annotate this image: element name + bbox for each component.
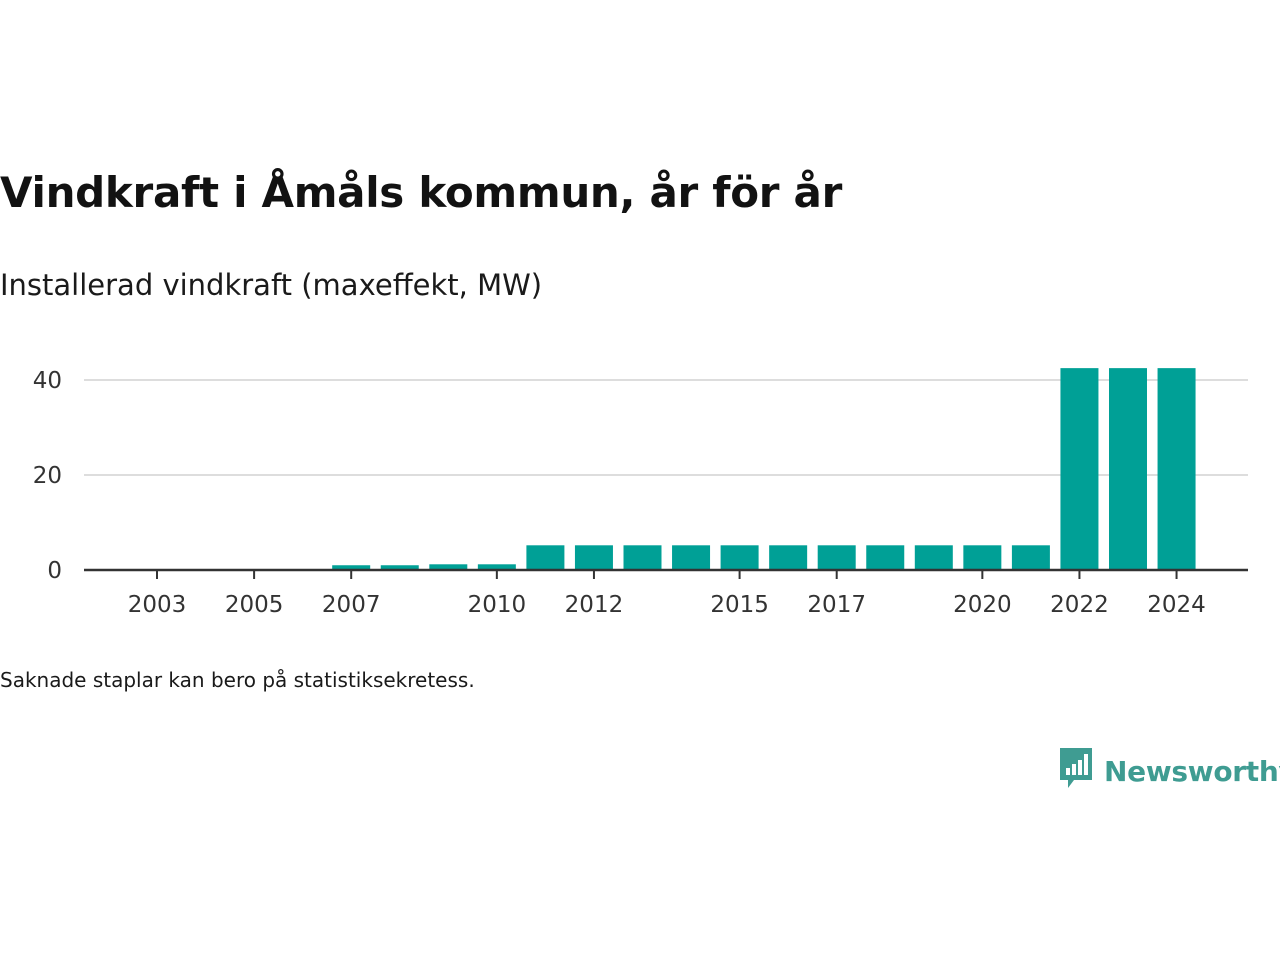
- x-axis: [84, 568, 1248, 579]
- gridlines: [84, 379, 1248, 476]
- x-tick-label: 2010: [468, 592, 527, 618]
- bar-2022: [1060, 368, 1099, 570]
- x-tick-label: 2003: [128, 592, 187, 618]
- bar-2024: [1157, 368, 1196, 570]
- bar-2008: [380, 565, 419, 570]
- x-tick-label: 2024: [1147, 592, 1206, 618]
- y-tick-label: 20: [33, 463, 62, 489]
- y-tick-label: 40: [33, 368, 62, 394]
- x-tick-label: 2015: [710, 592, 769, 618]
- bar-2019: [914, 545, 953, 570]
- bar-2007: [332, 565, 371, 570]
- chart-subtitle: Installerad vindkraft (maxeffekt, MW): [0, 268, 543, 302]
- footnote: Saknade staplar kan bero på statistiksek…: [0, 668, 475, 692]
- bar-2010: [477, 564, 516, 570]
- bar-2021: [1011, 545, 1050, 570]
- bar-2013: [623, 545, 662, 570]
- x-tick-label: 2012: [565, 592, 624, 618]
- bar-2015: [720, 545, 759, 570]
- y-tick-label: 0: [47, 558, 62, 584]
- brand-name: Newsworthy: [1104, 754, 1280, 788]
- x-tick-labels: 2003 2005 2007 2010 2012 2015 2017 2020 2022 2024: [128, 592, 1206, 618]
- bar-2017: [817, 545, 856, 570]
- bar-2011: [526, 545, 565, 570]
- brand-logo[interactable]: Newsworthy: [1058, 748, 1280, 794]
- bars: [332, 368, 1196, 570]
- bar-2009: [429, 564, 468, 570]
- x-tick-label: 2017: [807, 592, 866, 618]
- bar-2023: [1109, 368, 1147, 570]
- x-tick-label: 2022: [1050, 592, 1109, 618]
- x-tick-label: 2020: [953, 592, 1012, 618]
- bar-2016: [769, 545, 808, 570]
- bar-2012: [574, 545, 613, 570]
- x-tick-label: 2005: [225, 592, 284, 618]
- bar-2020: [963, 545, 1002, 570]
- bar-2018: [866, 545, 905, 570]
- y-tick-labels: 0 20 40: [33, 368, 62, 584]
- chart-title: Vindkraft i Åmåls kommun, år för år: [0, 168, 842, 217]
- x-tick-label: 2007: [322, 592, 381, 618]
- newsworthy-logo-icon: [1058, 746, 1094, 796]
- bar-2014: [672, 545, 711, 570]
